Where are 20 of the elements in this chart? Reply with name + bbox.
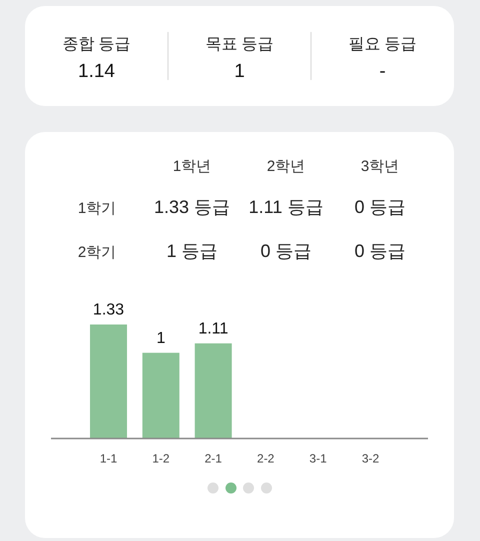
x-tick-label: 1-2 [152,452,170,466]
x-tick-label: 3-1 [309,452,328,466]
category-label: 1학기 [78,200,116,217]
text: 1.33 등급 [154,197,230,217]
text: 1 등급 [166,241,218,261]
data-label: 1.33 [92,302,124,318]
text: 0 등급 [354,241,406,261]
text: 0 등급 [354,197,406,217]
text: 1.11 등급 [248,197,324,217]
x-tick-label: 1-1 [100,452,118,466]
x-tick-label: 2-2 [257,452,275,466]
category-label: 2학년 [266,158,306,175]
data-label: 1 [156,330,166,347]
category-label: 1학년 [172,158,212,175]
category-label: 2학기 [78,244,116,261]
text: 0 등급 [260,241,312,261]
category-label: 3학년 [360,158,400,175]
data-label: 1.11 [198,320,228,338]
x-tick-label: 2-1 [204,452,222,466]
x-tick-label: 3-2 [362,452,380,466]
